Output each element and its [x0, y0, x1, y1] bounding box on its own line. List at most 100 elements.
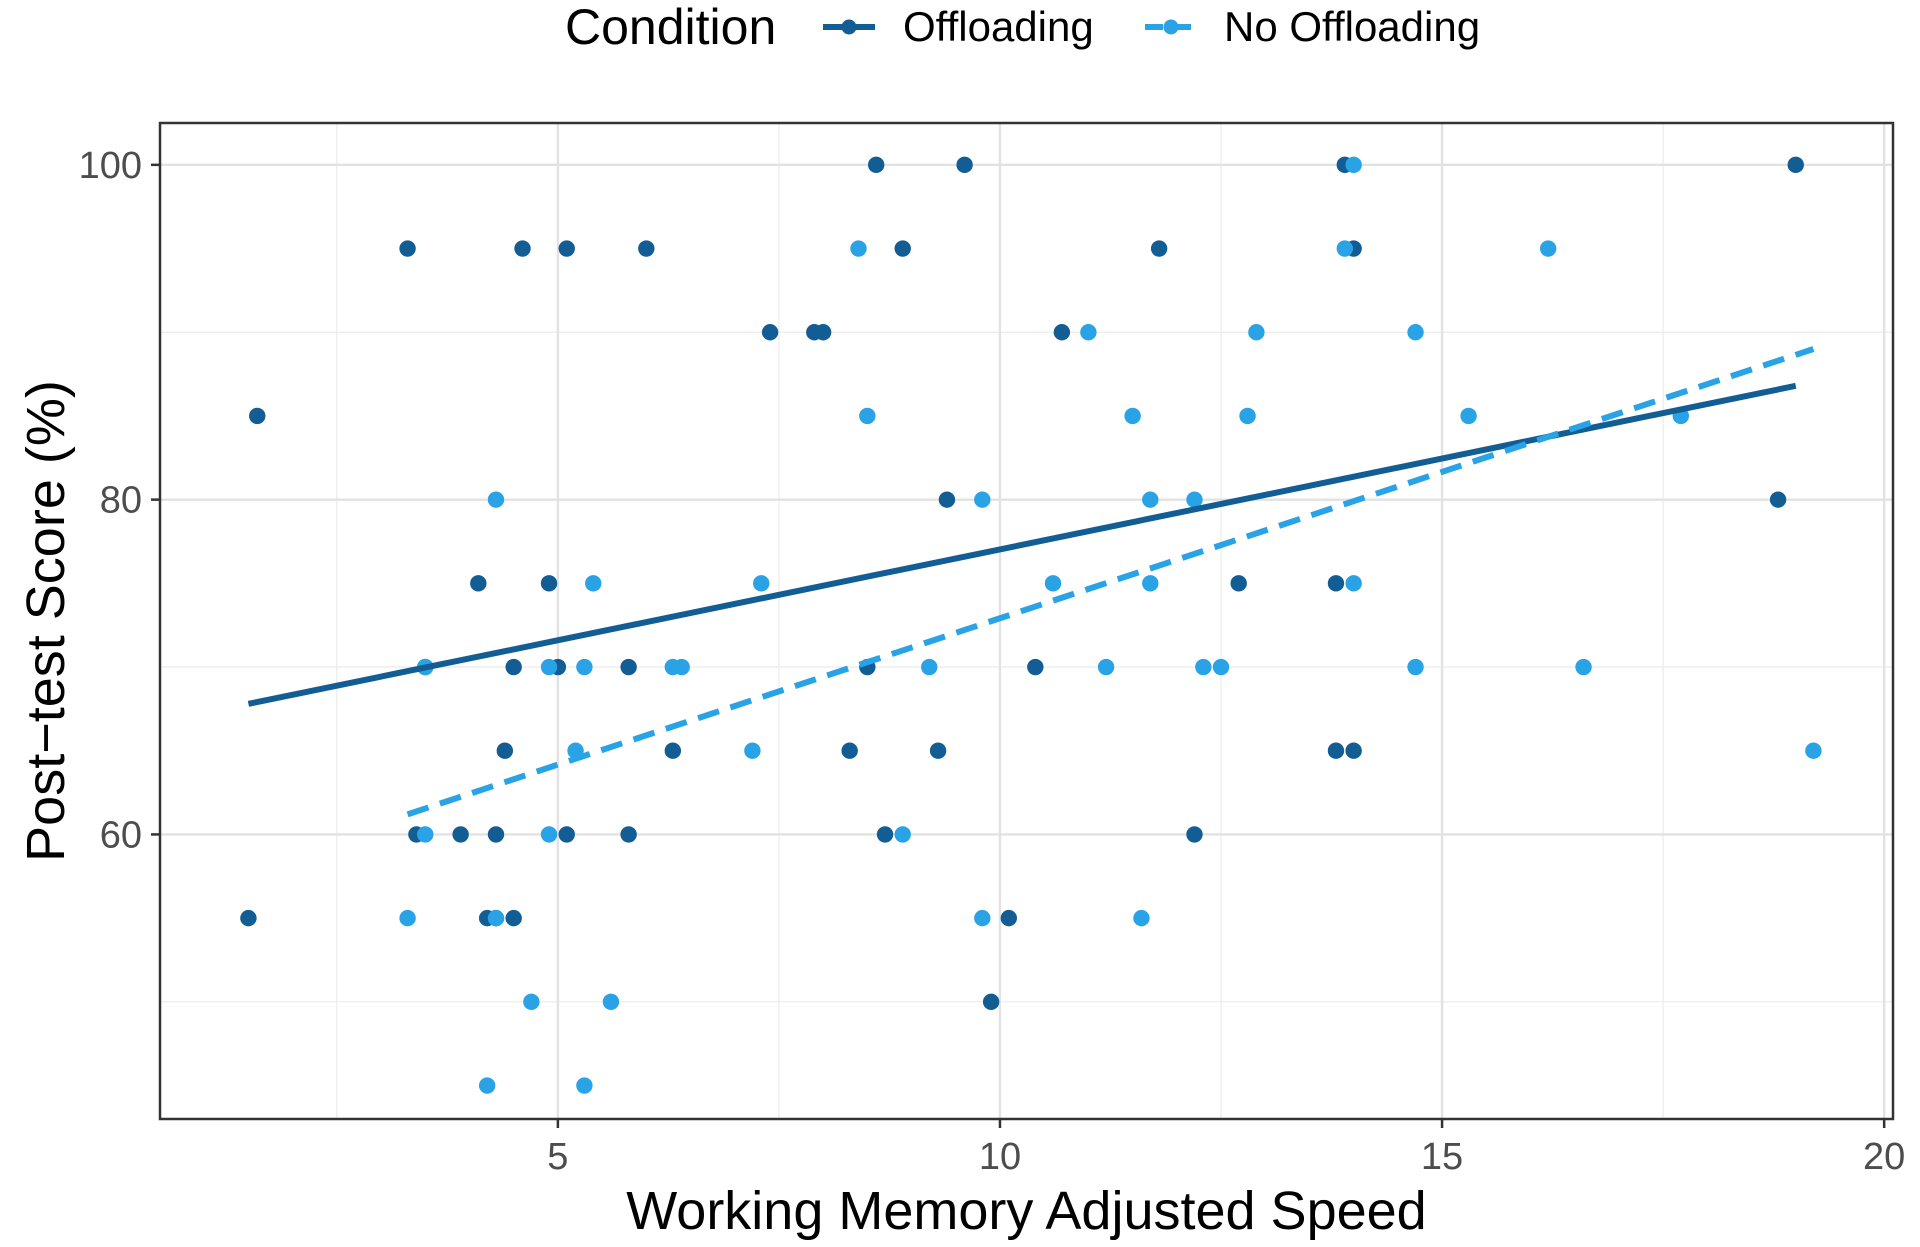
- offloading-point: [496, 742, 514, 759]
- offloading-point: [929, 742, 947, 759]
- no-offloading-point: [1805, 742, 1822, 759]
- offloading-point: [1000, 909, 1018, 927]
- no-offloading-point: [1575, 658, 1592, 676]
- offloading-point: [1053, 324, 1071, 341]
- no-offloading-point: [894, 826, 911, 843]
- legend-item-no-offloading: No Offloading: [1145, 3, 1480, 50]
- no-offloading-point: [1142, 491, 1159, 508]
- no-offloading-point: [487, 491, 505, 508]
- no-offloading-point: [1239, 407, 1256, 425]
- no-offloading-point: [540, 826, 558, 843]
- offloading-point: [505, 909, 522, 927]
- no-offloading-point: [523, 993, 540, 1011]
- offloading-point: [558, 240, 575, 257]
- offloading-point: [399, 240, 416, 257]
- offloading-point: [956, 156, 973, 174]
- offloading-point: [620, 658, 637, 676]
- plot-panel: [160, 123, 1893, 1119]
- no-offloading-point: [1336, 240, 1354, 257]
- no-offloading-point: [602, 993, 620, 1011]
- no-offloading-point: [850, 240, 867, 257]
- offloading-point: [452, 826, 469, 843]
- offloading-point: [540, 575, 558, 592]
- no-offloading-point: [1044, 575, 1062, 592]
- offloading-point: [814, 324, 832, 341]
- no-offloading-point: [1248, 324, 1265, 341]
- no-offloading-point: [1345, 156, 1362, 174]
- x-axis-title: Working Memory Adjusted Speed: [626, 1181, 1426, 1241]
- no-offloading-point: [974, 909, 991, 927]
- offloading-point: [1787, 156, 1804, 174]
- legend-label-offloading: Offloading: [903, 3, 1094, 50]
- offloading-point: [664, 742, 682, 759]
- offloading-point: [1769, 491, 1787, 508]
- no-offloading-point: [1460, 407, 1477, 425]
- legend-label-no-offloading: No Offloading: [1224, 3, 1480, 50]
- x-axis: 5 10 15 20: [547, 1119, 1905, 1178]
- no-offloading-point: [1345, 575, 1362, 592]
- no-offloading-point: [576, 658, 593, 676]
- no-offloading-point: [921, 658, 938, 676]
- y-tick-label: 60: [100, 814, 142, 856]
- no-offloading-point: [1097, 658, 1115, 676]
- offloading-point: [876, 826, 894, 843]
- offloading-point: [558, 826, 575, 843]
- legend-title: Condition: [565, 0, 776, 55]
- offloading-point: [938, 491, 956, 508]
- offloading-point: [1027, 658, 1044, 676]
- y-tick-label: 80: [100, 480, 142, 522]
- y-axis-title: Post−test Score (%): [16, 380, 76, 862]
- offloading-point: [240, 909, 257, 927]
- no-offloading-point: [399, 909, 416, 927]
- offloading-point: [620, 826, 637, 843]
- offloading-point: [638, 240, 655, 257]
- no-offloading-point: [974, 491, 991, 508]
- no-offloading-point: [1186, 491, 1203, 508]
- no-offloading-point: [1212, 658, 1230, 676]
- x-tick-label: 15: [1421, 1136, 1463, 1178]
- legend-key-point-offloading: [841, 19, 857, 35]
- no-offloading-point: [1142, 575, 1159, 592]
- offloading-point: [505, 658, 522, 676]
- offloading-point: [487, 826, 505, 843]
- offloading-point: [894, 240, 911, 257]
- x-tick-label: 10: [979, 1136, 1021, 1178]
- y-axis: 60 80 100: [79, 145, 160, 856]
- offloading-point: [841, 742, 858, 759]
- x-tick-label: 5: [547, 1136, 568, 1178]
- legend-item-offloading: Offloading: [823, 3, 1094, 50]
- panel-border: [158, 121, 1895, 1121]
- no-offloading-point: [1195, 658, 1212, 676]
- legend-key-point-no-offloading: [1163, 19, 1179, 35]
- offloading-point: [249, 407, 266, 425]
- no-offloading-point: [744, 742, 761, 759]
- y-tick-label: 100: [79, 145, 142, 187]
- no-offloading-point: [753, 575, 770, 592]
- no-offloading-trend-line: [406, 346, 1815, 818]
- no-offloading-point: [478, 1077, 496, 1094]
- offloading-point: [1327, 575, 1345, 592]
- no-offloading-point: [1539, 240, 1557, 257]
- offloading-point: [1327, 742, 1345, 759]
- offloading-point: [514, 240, 531, 257]
- no-offloading-point: [576, 1077, 593, 1094]
- no-offloading-point: [859, 407, 876, 425]
- no-offloading-point: [1124, 407, 1141, 425]
- no-offloading-point: [585, 575, 602, 592]
- no-offloading-point: [1407, 324, 1424, 341]
- offloading-point: [867, 156, 885, 174]
- x-tick-label: 20: [1863, 1136, 1905, 1178]
- no-offloading-point: [417, 826, 434, 843]
- legend: Condition Offloading No Offloading: [565, 0, 1480, 55]
- no-offloading-point: [540, 658, 558, 676]
- offloading-point: [761, 324, 779, 341]
- offloading-point: [1150, 240, 1168, 257]
- no-offloading-point: [1080, 324, 1097, 341]
- offloading-point: [1230, 575, 1247, 592]
- no-offloading-point: [673, 658, 690, 676]
- no-offloading-point: [1407, 658, 1424, 676]
- no-offloading-point: [1133, 909, 1150, 927]
- offloading-point: [982, 993, 1000, 1011]
- offloading-point: [1186, 826, 1203, 843]
